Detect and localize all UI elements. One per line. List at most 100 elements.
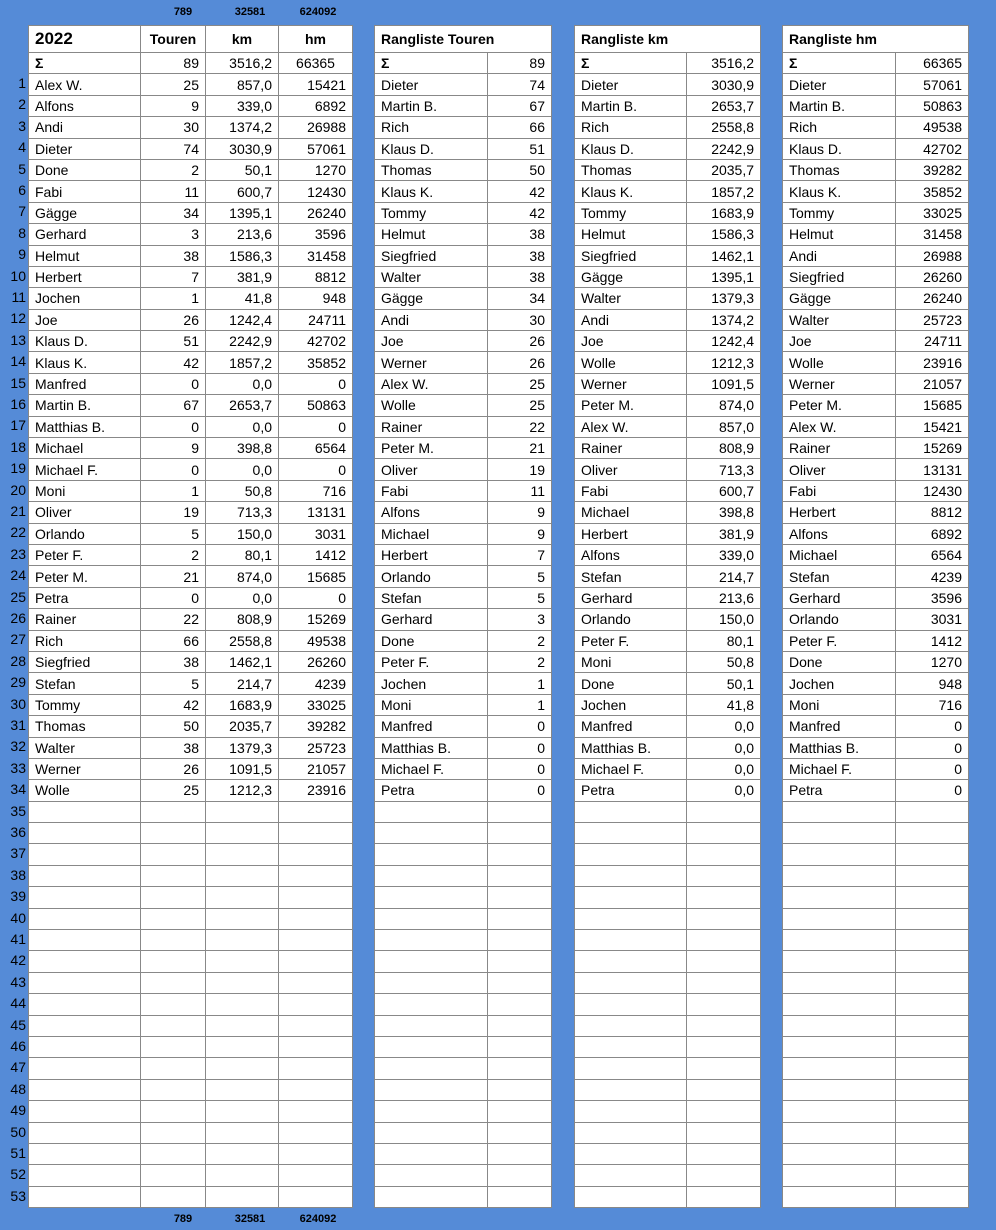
row-number[interactable]: 53 — [10, 1187, 26, 1204]
name-cell[interactable]: Klaus K. — [782, 180, 896, 203]
touren-cell[interactable]: 22 — [140, 608, 206, 631]
name-cell[interactable] — [782, 1014, 896, 1037]
value-cell[interactable]: 31458 — [895, 223, 969, 246]
km-cell[interactable]: 1242,4 — [205, 308, 279, 332]
value-cell[interactable]: 857,0 — [685, 415, 762, 439]
value-cell[interactable] — [487, 843, 552, 866]
name-cell[interactable]: Gerhard — [574, 586, 687, 610]
value-cell[interactable]: 398,8 — [685, 501, 762, 524]
hm-cell[interactable] — [278, 843, 353, 866]
name-cell[interactable]: Petra — [574, 779, 687, 802]
name-cell[interactable]: Done — [782, 650, 896, 674]
name-cell[interactable] — [782, 843, 896, 866]
name-cell[interactable]: Martin B. — [28, 394, 141, 417]
value-cell[interactable]: 41,8 — [685, 693, 762, 717]
touren-cell[interactable]: 19 — [140, 501, 206, 524]
km-cell[interactable] — [205, 971, 279, 995]
value-cell[interactable]: 39282 — [895, 158, 969, 182]
row-number[interactable]: 44 — [10, 995, 26, 1012]
value-cell[interactable]: 3596 — [895, 586, 969, 610]
row-number[interactable]: 48 — [10, 1080, 26, 1097]
value-cell[interactable]: 42 — [487, 201, 552, 225]
value-cell[interactable] — [685, 843, 762, 866]
touren-cell[interactable]: 5 — [140, 672, 206, 695]
km-cell[interactable] — [205, 1057, 279, 1080]
value-cell[interactable]: 80,1 — [685, 629, 762, 652]
value-cell[interactable] — [895, 843, 969, 866]
name-cell[interactable] — [782, 1057, 896, 1080]
name-cell[interactable] — [374, 1035, 488, 1059]
touren-cell[interactable] — [140, 1035, 206, 1059]
name-cell[interactable]: Michael F. — [574, 757, 687, 781]
value-cell[interactable]: 25723 — [895, 308, 969, 332]
value-cell[interactable]: 38 — [487, 265, 552, 289]
value-cell[interactable] — [487, 971, 552, 995]
km-cell[interactable]: 3030,9 — [205, 137, 279, 160]
value-cell[interactable] — [685, 1035, 762, 1059]
value-cell[interactable] — [685, 1185, 762, 1209]
name-cell[interactable]: Klaus D. — [782, 137, 896, 160]
value-cell[interactable] — [487, 886, 552, 909]
touren-cell[interactable]: 38 — [140, 736, 206, 759]
value-cell[interactable]: 874,0 — [685, 394, 762, 417]
row-number[interactable]: 45 — [10, 1016, 26, 1033]
value-cell[interactable]: 42702 — [895, 137, 969, 160]
value-cell[interactable] — [685, 1057, 762, 1080]
name-cell[interactable]: Alex W. — [574, 415, 687, 439]
hm-cell[interactable]: 57061 — [278, 137, 353, 160]
name-cell[interactable] — [574, 1014, 687, 1037]
name-cell[interactable]: Martin B. — [374, 94, 488, 118]
sum-label[interactable]: Σ — [574, 51, 687, 75]
value-cell[interactable] — [895, 1035, 969, 1059]
name-cell[interactable] — [28, 1078, 141, 1102]
km-cell[interactable] — [205, 929, 279, 952]
name-cell[interactable] — [28, 1100, 141, 1123]
value-cell[interactable] — [685, 929, 762, 952]
name-cell[interactable]: Wolle — [28, 779, 141, 802]
value-cell[interactable]: 0 — [895, 757, 969, 781]
hm-cell[interactable]: 31458 — [278, 244, 353, 267]
row-number[interactable]: 39 — [10, 888, 26, 905]
touren-cell[interactable]: 26 — [140, 308, 206, 332]
km-cell[interactable] — [205, 886, 279, 909]
name-cell[interactable]: Done — [574, 672, 687, 695]
value-cell[interactable]: 3030,9 — [685, 73, 762, 96]
value-cell[interactable]: 1091,5 — [685, 372, 762, 396]
row-number[interactable]: 35 — [10, 802, 26, 819]
value-cell[interactable]: 49538 — [895, 116, 969, 139]
name-cell[interactable]: Gägge — [374, 287, 488, 310]
value-cell[interactable]: 1412 — [895, 629, 969, 652]
value-cell[interactable]: 1683,9 — [685, 201, 762, 225]
value-cell[interactable]: 50863 — [895, 94, 969, 118]
name-cell[interactable]: Orlando — [574, 608, 687, 631]
km-cell[interactable]: 713,3 — [205, 501, 279, 524]
name-cell[interactable] — [28, 886, 141, 909]
name-cell[interactable]: Oliver — [374, 458, 488, 481]
name-cell[interactable]: Peter M. — [374, 437, 488, 460]
name-cell[interactable] — [782, 929, 896, 952]
name-cell[interactable]: Rainer — [574, 437, 687, 460]
name-cell[interactable] — [782, 1121, 896, 1144]
value-cell[interactable]: 1242,4 — [685, 330, 762, 353]
name-cell[interactable]: Klaus D. — [374, 137, 488, 160]
touren-cell[interactable]: 1 — [140, 287, 206, 310]
name-cell[interactable] — [28, 907, 141, 931]
touren-cell[interactable]: 38 — [140, 650, 206, 674]
name-cell[interactable] — [28, 1185, 141, 1209]
name-cell[interactable]: Peter M. — [574, 394, 687, 417]
name-cell[interactable]: Alfons — [28, 94, 141, 118]
row-number[interactable]: 26 — [10, 610, 26, 626]
hm-cell[interactable] — [278, 1100, 353, 1123]
touren-cell[interactable]: 1 — [140, 479, 206, 503]
name-cell[interactable]: Klaus K. — [28, 351, 141, 374]
row-number[interactable]: 19 — [10, 460, 26, 477]
km-cell[interactable]: 41,8 — [205, 287, 279, 310]
touren-cell[interactable]: 30 — [140, 116, 206, 139]
name-cell[interactable]: Orlando — [28, 522, 141, 545]
name-cell[interactable] — [374, 1185, 488, 1209]
hm-cell[interactable] — [278, 929, 353, 952]
value-cell[interactable]: 808,9 — [685, 437, 762, 460]
touren-cell[interactable] — [140, 822, 206, 845]
name-cell[interactable] — [28, 822, 141, 845]
row-number[interactable]: 6 — [18, 182, 26, 198]
